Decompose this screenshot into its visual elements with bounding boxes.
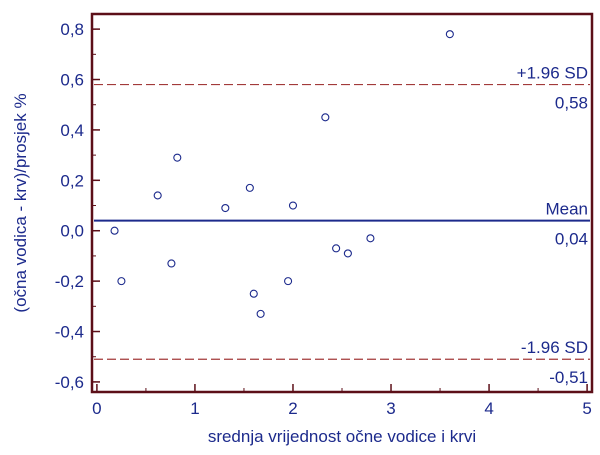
- reference-lines: +1.96 SD 0,58 Mean 0,04 -1.96 SD -0,51: [94, 64, 590, 387]
- data-point: [153, 191, 162, 200]
- x-tick-label: 2: [288, 399, 297, 418]
- data-point: [445, 30, 454, 39]
- y-tick-label: 0,8: [60, 20, 84, 39]
- x-tick-label: 5: [582, 399, 591, 418]
- data-point: [173, 153, 182, 162]
- data-point: [117, 277, 126, 286]
- data-point: [366, 234, 375, 243]
- y-tick-label: 0,0: [60, 222, 84, 241]
- upper-label: +1.96 SD: [517, 64, 588, 83]
- data-point: [288, 201, 298, 210]
- data-point: [110, 226, 119, 235]
- data-point: [321, 113, 330, 122]
- data-point: [284, 277, 293, 286]
- x-tick-label: 4: [484, 399, 493, 418]
- data-points: [110, 30, 454, 318]
- mean-label: Mean: [545, 200, 588, 219]
- data-point: [332, 244, 341, 253]
- data-point: [343, 249, 352, 258]
- lower-value-label: -0,51: [549, 368, 588, 387]
- axes: 0,8 0,6 0,4 0,2 0,0 -0,2 -0,4 -0,6 0 1 2 3 4 5: [55, 20, 592, 418]
- upper-value-label: 0,58: [555, 94, 588, 113]
- x-tick-label: 3: [386, 399, 395, 418]
- y-axis-title: (očna vodica - krv)/prosjek %: [11, 93, 30, 312]
- y-tick-label: 0,2: [60, 171, 84, 190]
- x-tick-label: 0: [92, 399, 101, 418]
- y-tick-label: 0,6: [60, 71, 84, 90]
- lower-label: -1.96 SD: [521, 338, 588, 357]
- x-tick-label: 1: [190, 399, 199, 418]
- data-point: [167, 259, 176, 268]
- y-tick-label: 0,4: [60, 121, 84, 140]
- y-tick-label: -0,2: [55, 272, 84, 291]
- mean-value-label: 0,04: [555, 230, 588, 249]
- y-tick-label: -0,6: [55, 373, 84, 392]
- x-axis-title: srednja vrijednost očne vodice i krvi: [208, 427, 476, 446]
- data-point: [245, 183, 254, 192]
- data-point: [249, 289, 258, 298]
- data-point: [221, 203, 230, 213]
- data-point: [256, 309, 265, 318]
- y-tick-label: -0,4: [55, 323, 84, 342]
